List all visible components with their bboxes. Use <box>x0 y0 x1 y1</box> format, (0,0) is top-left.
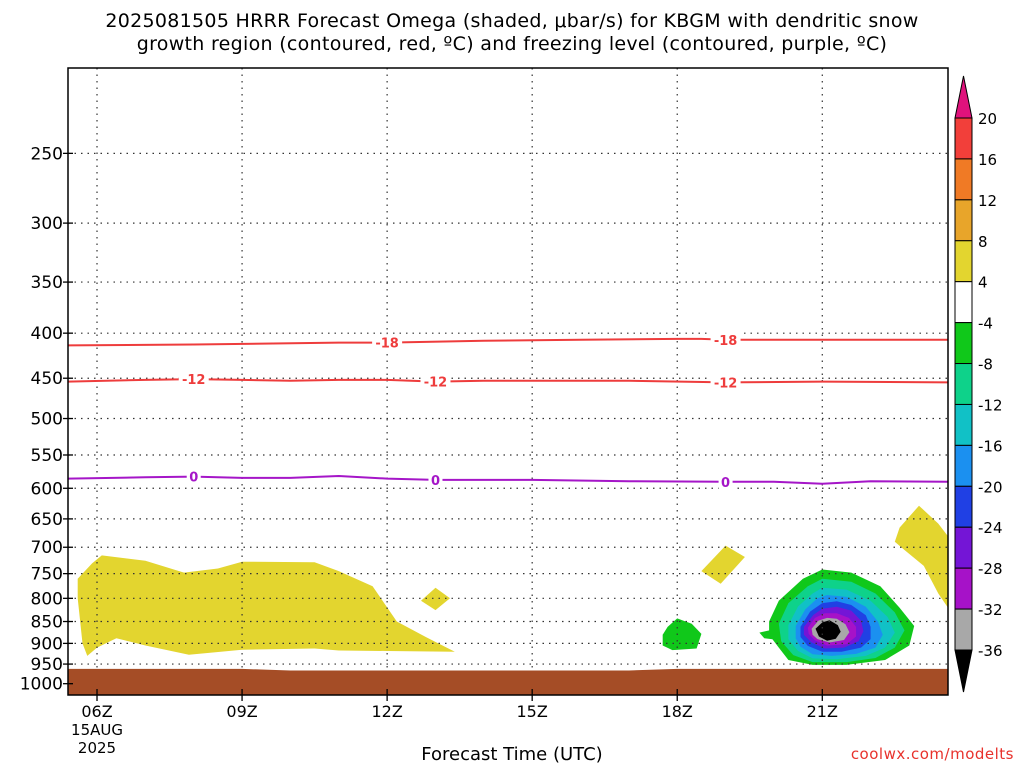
contour-label: -12 <box>182 373 206 388</box>
y-tick-label: 950 <box>31 655 63 675</box>
colorbar-box <box>954 117 973 160</box>
y-tick-label: 900 <box>31 634 63 654</box>
contour-label: -12 <box>714 376 738 391</box>
colorbar-box <box>954 403 973 446</box>
ground-shade <box>68 668 948 695</box>
colorbar-label: -12 <box>978 396 1003 414</box>
colorbar-box <box>954 526 973 569</box>
omega-shade-2 <box>701 545 745 584</box>
colorbar-label: -28 <box>978 560 1003 578</box>
y-tick-label: 400 <box>31 324 63 344</box>
omega-shade-3 <box>894 505 948 608</box>
colorbar-label: -36 <box>978 642 1003 660</box>
contour-lines: -18 -18 -12 -12 -12 0 0 0 <box>68 331 948 491</box>
colorbar-label: -4 <box>978 315 993 333</box>
y-tick-label: 250 <box>31 144 63 164</box>
y-tick-label: 600 <box>31 479 63 499</box>
colorbar-label: -20 <box>978 478 1003 496</box>
colorbar-box <box>954 322 973 365</box>
colorbar-label: 16 <box>978 151 997 169</box>
contour-label-bg <box>710 331 741 348</box>
contour-label: -18 <box>714 334 738 349</box>
contour-label-bg <box>178 371 209 388</box>
source-credit[interactable]: coolwx.com/modelts <box>850 745 1014 763</box>
omega-shade-4 <box>662 618 702 651</box>
colorbar-box <box>954 608 973 651</box>
colorbar-label: 8 <box>978 233 988 251</box>
x-tick-sublabel: 15AUG <box>71 721 123 739</box>
colorbar-label: -8 <box>978 356 993 374</box>
y-tick-label: 500 <box>31 410 63 430</box>
colorbar-box <box>954 567 973 610</box>
x-axis-label: Forecast Time (UTC) <box>421 744 603 765</box>
y-tick-label: 750 <box>31 565 63 585</box>
colorbar-label: -32 <box>978 601 1003 619</box>
colorbar-box <box>954 240 973 283</box>
plot-area <box>77 505 948 665</box>
colorbar-label: 12 <box>978 192 997 210</box>
contour-label: 0 <box>189 471 198 486</box>
y-tick-label: 550 <box>31 446 63 466</box>
chart-title-line-2: growth region (contoured, red, ºC) and f… <box>136 33 888 55</box>
colorbar-box <box>954 485 973 528</box>
colorbar-box <box>954 444 973 487</box>
y-axis-ticks: 2503003504004505005506006507007508008509… <box>20 144 73 695</box>
y-tick-label: 1000 <box>20 675 63 695</box>
colorbar-label: 4 <box>978 274 988 292</box>
contour-label-bg <box>428 471 443 488</box>
contour-label-bg <box>420 373 451 390</box>
y-tick-label: 450 <box>31 369 63 389</box>
y-tick-label: 300 <box>31 214 63 234</box>
x-tick-label: 15Z <box>517 702 548 721</box>
plot-frame <box>67 67 949 696</box>
colorbar-label: -24 <box>978 519 1003 537</box>
contour-label: 0 <box>721 476 730 491</box>
x-tick-label: 06Z <box>81 702 112 721</box>
omega-shade-14 <box>815 620 841 641</box>
contour-label-bg <box>186 468 201 485</box>
y-tick-label: 700 <box>31 538 63 558</box>
x-tick-label: 12Z <box>371 702 402 721</box>
colorbar: 20 16 12 8 4 -4 -8 -12 -16 -20 -24 -28 -32 -36 <box>954 75 1003 693</box>
ground-area <box>68 668 948 695</box>
y-tick-label: 850 <box>31 613 63 633</box>
x-tick-sublabel: 2025 <box>78 739 116 757</box>
contour-label-bg <box>710 374 741 391</box>
contour-line-0 <box>68 337 948 347</box>
omega-shade-1 <box>421 587 450 611</box>
omega-shade-0 <box>77 555 455 656</box>
x-tick-label: 09Z <box>226 702 257 721</box>
y-tick-label: 650 <box>31 510 63 530</box>
x-tick-label: 21Z <box>807 702 838 721</box>
colorbar-bottom-arrow <box>954 649 973 693</box>
colorbar-box <box>954 281 973 324</box>
contour-label: 0 <box>431 474 440 489</box>
contour-label-bg <box>718 473 733 490</box>
colorbar-label: 20 <box>978 110 997 128</box>
colorbar-box <box>954 199 973 242</box>
y-tick-label: 800 <box>31 589 63 609</box>
y-tick-label: 350 <box>31 273 63 293</box>
x-tick-label: 18Z <box>662 702 693 721</box>
colorbar-box <box>954 158 973 201</box>
contour-label: -12 <box>424 376 448 391</box>
colorbar-label: -16 <box>978 437 1003 455</box>
colorbar-box <box>954 363 973 405</box>
contour-label: -18 <box>375 337 399 352</box>
chart-title-line-1: 2025081505 HRRR Forecast Omega (shaded, … <box>105 10 919 32</box>
colorbar-top-arrow <box>954 75 973 119</box>
contour-label-bg <box>372 334 403 351</box>
